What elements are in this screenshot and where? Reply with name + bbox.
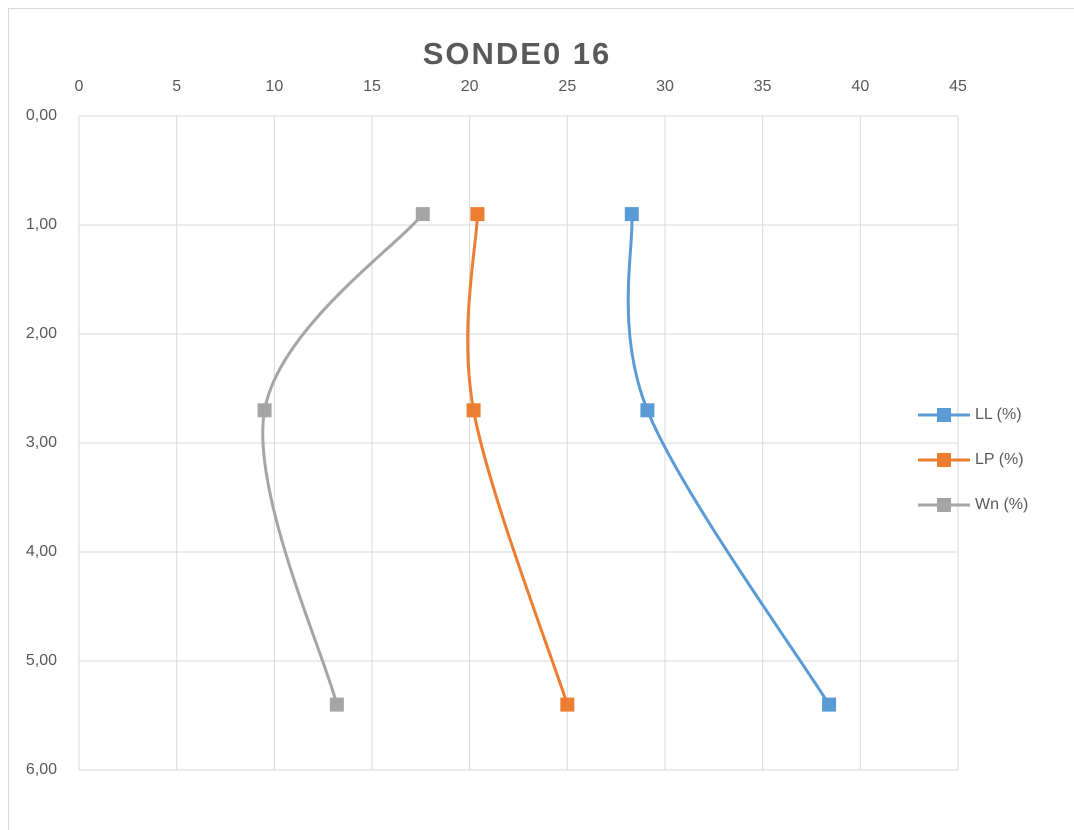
legend-marker xyxy=(937,498,951,512)
x-tick-label: 25 xyxy=(558,78,576,95)
legend-marker xyxy=(937,408,951,422)
marker xyxy=(257,403,272,418)
x-tick-label: 30 xyxy=(656,78,674,95)
series-line xyxy=(466,214,569,706)
x-tick-label: 10 xyxy=(265,78,283,95)
marker xyxy=(415,207,430,222)
legend-label: Wn (%) xyxy=(975,496,1028,513)
legend-marker xyxy=(937,453,951,467)
x-tick-label: 35 xyxy=(754,78,772,95)
x-tick-label: 15 xyxy=(363,78,381,95)
marker xyxy=(329,697,344,712)
y-tick-label: 3,00 xyxy=(26,434,57,451)
chart-frame xyxy=(8,8,1074,830)
x-tick-label: 20 xyxy=(461,78,479,95)
x-tick-label: 45 xyxy=(949,78,967,95)
marker xyxy=(470,207,485,222)
y-tick-label: 1,00 xyxy=(26,216,57,233)
y-tick-label: 6,00 xyxy=(26,761,57,778)
marker xyxy=(560,697,575,712)
legend-label: LL (%) xyxy=(975,406,1022,423)
y-tick-label: 5,00 xyxy=(26,652,57,669)
x-tick-label: 40 xyxy=(851,78,869,95)
marker xyxy=(822,697,837,712)
x-tick-label: 5 xyxy=(172,78,181,95)
legend-label: LP (%) xyxy=(975,451,1024,468)
marker xyxy=(624,207,639,222)
y-tick-label: 2,00 xyxy=(26,325,57,342)
x-tick-label: 0 xyxy=(75,78,84,95)
chart-title: SONDE0 16 xyxy=(423,36,612,71)
y-tick-label: 4,00 xyxy=(26,543,57,560)
marker xyxy=(466,403,481,418)
series-line xyxy=(261,213,424,705)
series-line xyxy=(626,213,831,706)
marker xyxy=(640,403,655,418)
y-tick-label: 0,00 xyxy=(26,107,57,124)
